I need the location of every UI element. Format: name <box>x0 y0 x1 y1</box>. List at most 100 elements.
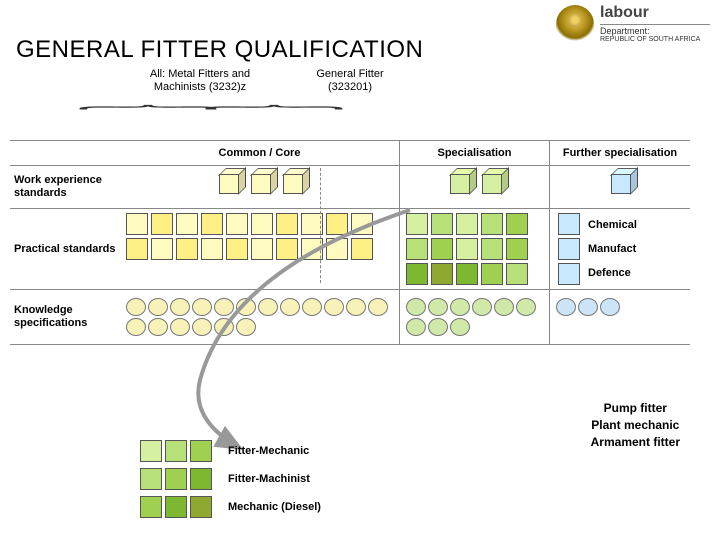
square-icon <box>176 238 198 260</box>
square-icon <box>151 238 173 260</box>
legend-label-1: Fitter-Mechanic <box>228 445 309 457</box>
square-icon <box>190 468 212 490</box>
square-icon <box>481 213 503 235</box>
sector-label: Manufact <box>588 237 637 261</box>
hex-icon <box>258 298 278 316</box>
square-icon <box>481 263 503 285</box>
hex-icon <box>192 298 212 316</box>
sector-label: Chemical <box>588 213 637 237</box>
hex-icon <box>368 298 388 316</box>
qualification-grid: Common / Core Specialisation Further spe… <box>10 140 690 345</box>
cube-icon <box>482 170 500 188</box>
hex-icon <box>494 298 514 316</box>
square-icon <box>406 213 428 235</box>
square-icon <box>251 213 273 235</box>
brand-name: labour <box>600 4 710 22</box>
hex-icon <box>236 318 256 336</box>
hex-icon <box>428 298 448 316</box>
square-icon <box>276 213 298 235</box>
square-icon <box>558 238 580 260</box>
square-icon <box>431 263 453 285</box>
hex-icon <box>556 298 576 316</box>
square-icon <box>140 440 162 462</box>
cell-practical-common <box>120 209 400 290</box>
hex-icon <box>578 298 598 316</box>
hex-icon <box>302 298 322 316</box>
pump-list-item: Armament fitter <box>591 434 680 451</box>
hdr-common: Common / Core <box>120 140 400 166</box>
cube-icon <box>450 170 468 188</box>
hex-icon <box>346 298 366 316</box>
cell-knowledge-common <box>120 290 400 345</box>
row-work-label: Work experience standards <box>10 166 120 209</box>
square-icon <box>351 213 373 235</box>
square-icon <box>251 238 273 260</box>
pump-list-item: Pump fitter <box>591 400 680 417</box>
hex-icon <box>192 318 212 336</box>
square-icon <box>326 238 348 260</box>
square-icon <box>431 238 453 260</box>
cube-icon <box>283 170 301 188</box>
square-icon <box>456 263 478 285</box>
hex-icon <box>148 298 168 316</box>
square-icon <box>201 213 223 235</box>
hex-icon <box>280 298 300 316</box>
square-icon <box>506 263 528 285</box>
square-icon <box>226 213 248 235</box>
brand-sub: REPUBLIC OF SOUTH AFRICA <box>600 36 710 44</box>
hdr-blank <box>10 140 120 166</box>
hex-icon <box>126 298 146 316</box>
cell-knowledge-further <box>550 290 690 345</box>
cube-icon <box>219 170 237 188</box>
square-icon <box>165 440 187 462</box>
hdr-spec: Specialisation <box>400 140 550 166</box>
square-icon <box>406 263 428 285</box>
row-practical-label: Practical standards <box>10 209 120 290</box>
square-icon <box>151 213 173 235</box>
square-icon <box>506 213 528 235</box>
cell-work-spec <box>400 166 550 209</box>
square-icon <box>126 213 148 235</box>
hex-icon <box>406 298 426 316</box>
sector-label: Defence <box>588 261 637 285</box>
square-icon <box>190 440 212 462</box>
cell-practical-further: ChemicalManufactDefence <box>550 209 690 290</box>
square-icon <box>276 238 298 260</box>
square-icon <box>190 496 212 518</box>
hex-icon <box>600 298 620 316</box>
legend-label-2: Fitter-Machinist <box>228 473 310 485</box>
hex-icon <box>516 298 536 316</box>
square-icon <box>201 238 223 260</box>
hex-icon <box>214 298 234 316</box>
pump-list: Pump fitterPlant mechanicArmament fitter <box>591 400 680 450</box>
branding-logo: labour Department: REPUBLIC OF SOUTH AFR… <box>556 4 710 44</box>
subhead-right: General Fitter (323201) <box>300 68 400 94</box>
square-icon <box>431 213 453 235</box>
coat-of-arms-icon <box>556 5 594 43</box>
brand-dept: Department: <box>600 27 710 37</box>
cube-icon <box>611 170 629 188</box>
square-icon <box>456 238 478 260</box>
hex-icon <box>324 298 344 316</box>
legend-row-2: Fitter-Machinist <box>140 468 321 490</box>
legend-row-1: Fitter-Mechanic <box>140 440 321 462</box>
square-icon <box>126 238 148 260</box>
legend: Fitter-Mechanic Fitter-Machinist Mechani… <box>140 440 321 524</box>
hdr-further: Further specialisation <box>550 140 690 166</box>
hex-icon <box>406 318 426 336</box>
square-icon <box>351 238 373 260</box>
cell-work-common <box>120 166 400 209</box>
hex-icon <box>170 298 190 316</box>
hex-icon <box>126 318 146 336</box>
subhead-left: All: Metal Fitters and Machinists (3232)… <box>130 68 270 94</box>
cell-work-further <box>550 166 690 209</box>
hex-icon <box>428 318 448 336</box>
square-icon <box>558 213 580 235</box>
square-icon <box>140 468 162 490</box>
square-icon <box>406 238 428 260</box>
brace-row: ︷ ︷ <box>130 94 710 102</box>
hex-icon <box>148 318 168 336</box>
hex-icon <box>236 298 256 316</box>
square-icon <box>456 213 478 235</box>
hex-icon <box>214 318 234 336</box>
